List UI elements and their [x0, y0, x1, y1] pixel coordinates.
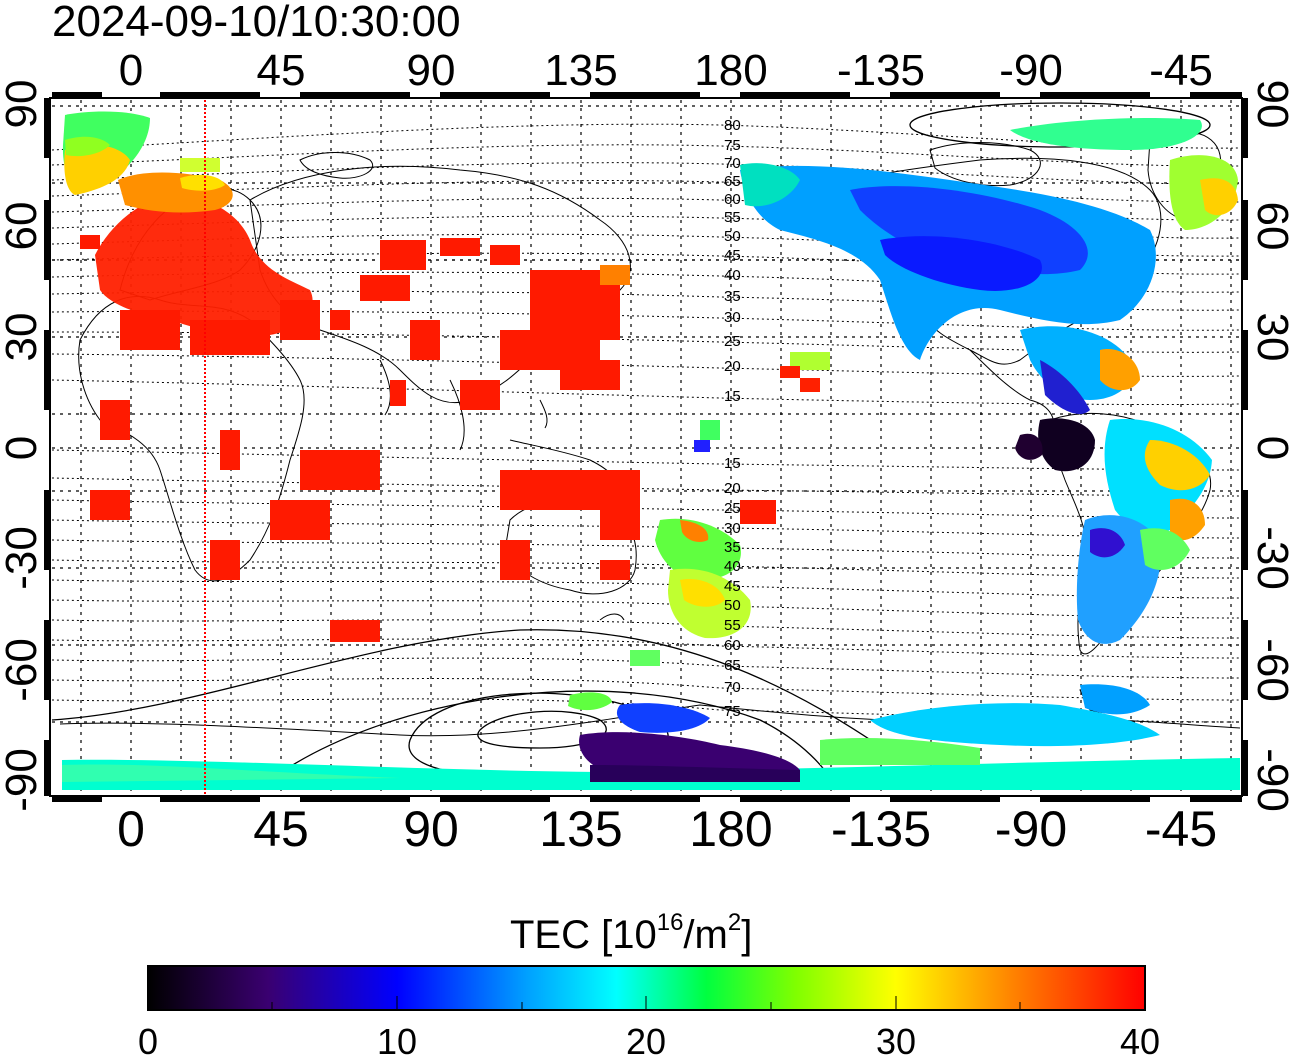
- colorbar-tick-20: 20: [626, 1021, 666, 1057]
- y-tick-right-60: 60: [1248, 202, 1294, 251]
- contour-label: 60: [724, 637, 741, 654]
- x-tick-top-6: -90: [999, 46, 1063, 95]
- contour-label: 55: [724, 209, 741, 226]
- x-tick-bottom-2: 90: [403, 801, 459, 857]
- contour-label: 30: [724, 520, 741, 537]
- y-ticks-right: 90 60 30 0 -30 -60 -90: [1248, 80, 1294, 812]
- x-tick-top-2: 90: [407, 46, 456, 95]
- x-tick-top-7: -45: [1149, 46, 1213, 95]
- y-tick-left-m60: -60: [0, 638, 46, 702]
- contour-label: 50: [724, 597, 741, 614]
- contour-label: 25: [724, 500, 741, 517]
- x-ticks-top: 0 45 90 135 180 -135 -90 -45: [119, 46, 1213, 95]
- y-tick-left-60: 60: [0, 202, 46, 251]
- contour-label: 75: [724, 137, 741, 154]
- x-tick-top-4: 180: [694, 46, 767, 95]
- x-tick-bottom-6: -90: [995, 801, 1067, 857]
- contour-label: 70: [724, 679, 741, 696]
- colorbar-tick-labels: 0 10 20 30 40: [138, 1021, 1160, 1057]
- colorbar-tick-30: 30: [876, 1021, 916, 1057]
- y-tick-left-30: 30: [0, 313, 46, 362]
- contour-label: 40: [724, 267, 741, 284]
- x-tick-bottom-7: -45: [1145, 801, 1217, 857]
- contour-label: 45: [724, 578, 741, 595]
- colorbar-ticks: [271, 996, 1021, 1010]
- tec-data-layer: [62, 111, 1240, 790]
- x-tick-top-3: 135: [544, 46, 617, 95]
- colorbar-tick-40: 40: [1120, 1021, 1160, 1057]
- contour-label: 35: [724, 539, 741, 556]
- y-tick-right-0: 0: [1248, 436, 1294, 460]
- contour-label: 80: [724, 117, 741, 134]
- colorbar-tick-0: 0: [138, 1021, 158, 1057]
- contour-label: 15: [724, 455, 741, 472]
- contour-label: 15: [724, 388, 741, 405]
- contour-label: 75: [724, 703, 741, 720]
- x-tick-bottom-4: 180: [689, 801, 772, 857]
- contour-label: 70: [724, 155, 741, 172]
- x-ticks-bottom: 0 45 90 135 180 -135 -90 -45: [117, 801, 1217, 857]
- y-tick-right-m30: -30: [1248, 526, 1294, 590]
- x-tick-bottom-0: 0: [117, 801, 145, 857]
- contour-label: 30: [724, 309, 741, 326]
- x-tick-top-1: 45: [257, 46, 306, 95]
- contour-label: 25: [724, 333, 741, 350]
- y-tick-left-90: 90: [0, 80, 46, 129]
- x-tick-top-5: -135: [837, 46, 925, 95]
- contour-label: 20: [724, 358, 741, 375]
- contour-label: 40: [724, 558, 741, 575]
- y-ticks-left: 90 60 30 0 -30 -60 -90: [0, 80, 46, 812]
- y-tick-left-m90: -90: [0, 748, 46, 812]
- y-tick-right-m60: -60: [1248, 638, 1294, 702]
- y-tick-left-m30: -30: [0, 526, 46, 590]
- contour-label: 55: [724, 617, 741, 634]
- x-tick-top-0: 0: [119, 46, 143, 95]
- colorbar-title: TEC [1016/m2]: [510, 909, 752, 957]
- y-tick-right-90: 90: [1248, 80, 1294, 129]
- contour-label: 45: [724, 247, 741, 264]
- x-tick-bottom-5: -135: [831, 801, 931, 857]
- contour-label: 35: [724, 288, 741, 305]
- axis-edge-bars: [44, 92, 1248, 802]
- x-tick-bottom-3: 135: [539, 801, 622, 857]
- contour-label: 60: [724, 191, 741, 208]
- contour-labels: 80 75 70 65 60 55 50 45 40 35 30 25 20 1…: [724, 117, 741, 720]
- contour-label: 65: [724, 173, 741, 190]
- contour-label: 20: [724, 480, 741, 497]
- timestamp: 2024-09-10/10:30:00: [52, 0, 461, 46]
- y-tick-left-0: 0: [0, 436, 46, 460]
- contour-label: 50: [724, 228, 741, 245]
- contour-label: 65: [724, 657, 741, 674]
- y-tick-right-30: 30: [1248, 313, 1294, 362]
- y-tick-right-m90: -90: [1248, 748, 1294, 812]
- colorbar-tick-10: 10: [377, 1021, 417, 1057]
- x-tick-bottom-1: 45: [253, 801, 309, 857]
